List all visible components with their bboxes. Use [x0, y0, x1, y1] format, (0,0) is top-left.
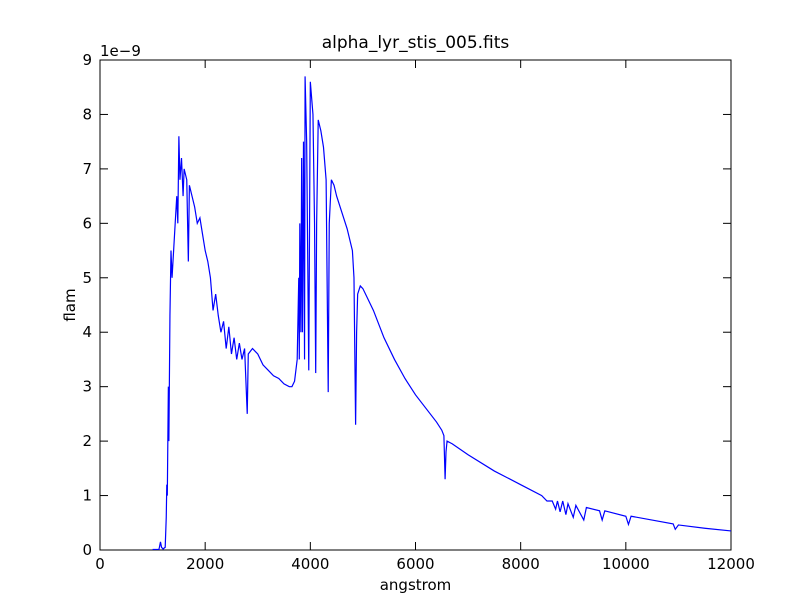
- y-tick-label: 8: [82, 105, 92, 123]
- x-tick-label: 8000: [502, 555, 540, 573]
- y-offset-text: 1e−9: [100, 42, 141, 60]
- y-tick-label: 4: [82, 323, 92, 341]
- x-tick-label: 4000: [291, 555, 329, 573]
- y-tick-label: 6: [82, 214, 92, 232]
- y-tick-label: 1: [82, 487, 92, 505]
- x-tick-label: 12000: [707, 555, 755, 573]
- x-tick-label: 10000: [602, 555, 650, 573]
- x-tick-label: 2000: [186, 555, 224, 573]
- chart-title: alpha_lyr_stis_005.fits: [322, 33, 510, 53]
- x-axis-label: angstrom: [380, 576, 452, 594]
- y-axis-label: flam: [61, 288, 79, 321]
- y-tick-label: 2: [82, 432, 92, 450]
- x-tick-label: 0: [95, 555, 105, 573]
- spectrum-line: [152, 76, 732, 551]
- y-tick-label: 5: [82, 269, 92, 287]
- y-tick-label: 7: [82, 160, 92, 178]
- plot-frame: [99, 59, 732, 551]
- y-tick-label: 0: [82, 541, 92, 559]
- y-tick-label: 3: [82, 378, 92, 396]
- x-tick-label: 6000: [396, 555, 434, 573]
- y-tick-label: 9: [82, 51, 92, 69]
